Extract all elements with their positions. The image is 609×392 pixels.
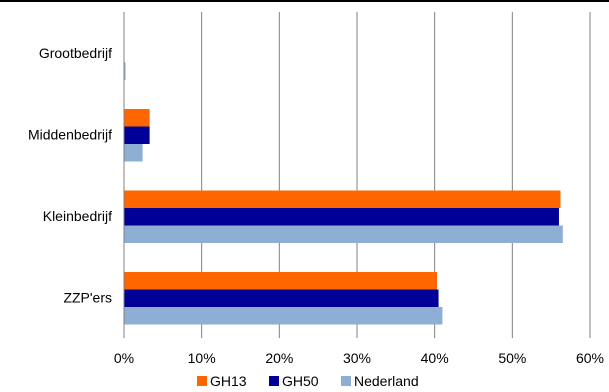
x-tick-label: 10% [188, 350, 216, 366]
bar [124, 225, 563, 243]
bar [124, 126, 150, 144]
legend: GH13 GH50 Nederland [197, 373, 419, 389]
legend-swatch [269, 376, 279, 386]
legend-swatch [197, 376, 207, 386]
bar [124, 190, 561, 208]
bar [124, 272, 437, 290]
x-tick-label: 20% [265, 350, 293, 366]
bars-group [124, 62, 563, 325]
x-tick-label: 50% [498, 350, 526, 366]
x-tick-labels: 0% 10% 20% 30% 40% 50% 60% [114, 350, 604, 366]
bar [124, 208, 559, 226]
category-label: Grootbedrijf [39, 45, 112, 61]
bar [124, 144, 143, 162]
category-label: Kleinbedrijf [43, 208, 112, 224]
category-label: Middenbedrijf [28, 126, 112, 142]
legend-label: GH50 [282, 373, 319, 389]
category-label: ZZP'ers [63, 289, 112, 305]
bar [124, 289, 439, 307]
bar [124, 307, 443, 325]
x-tick-label: 0% [114, 350, 134, 366]
category-labels: Grootbedrijf Middenbedrijf Kleinbedrijf ZZP… [28, 45, 112, 306]
gridlines [201, 12, 591, 338]
x-tick-label: 30% [343, 350, 371, 366]
legend-label: Nederland [354, 373, 419, 389]
x-tick-label: 40% [421, 350, 449, 366]
legend-swatch [341, 376, 351, 386]
bar [124, 109, 150, 127]
x-tick-label: 60% [576, 350, 604, 366]
bar [124, 62, 126, 80]
legend-label: GH13 [210, 373, 247, 389]
